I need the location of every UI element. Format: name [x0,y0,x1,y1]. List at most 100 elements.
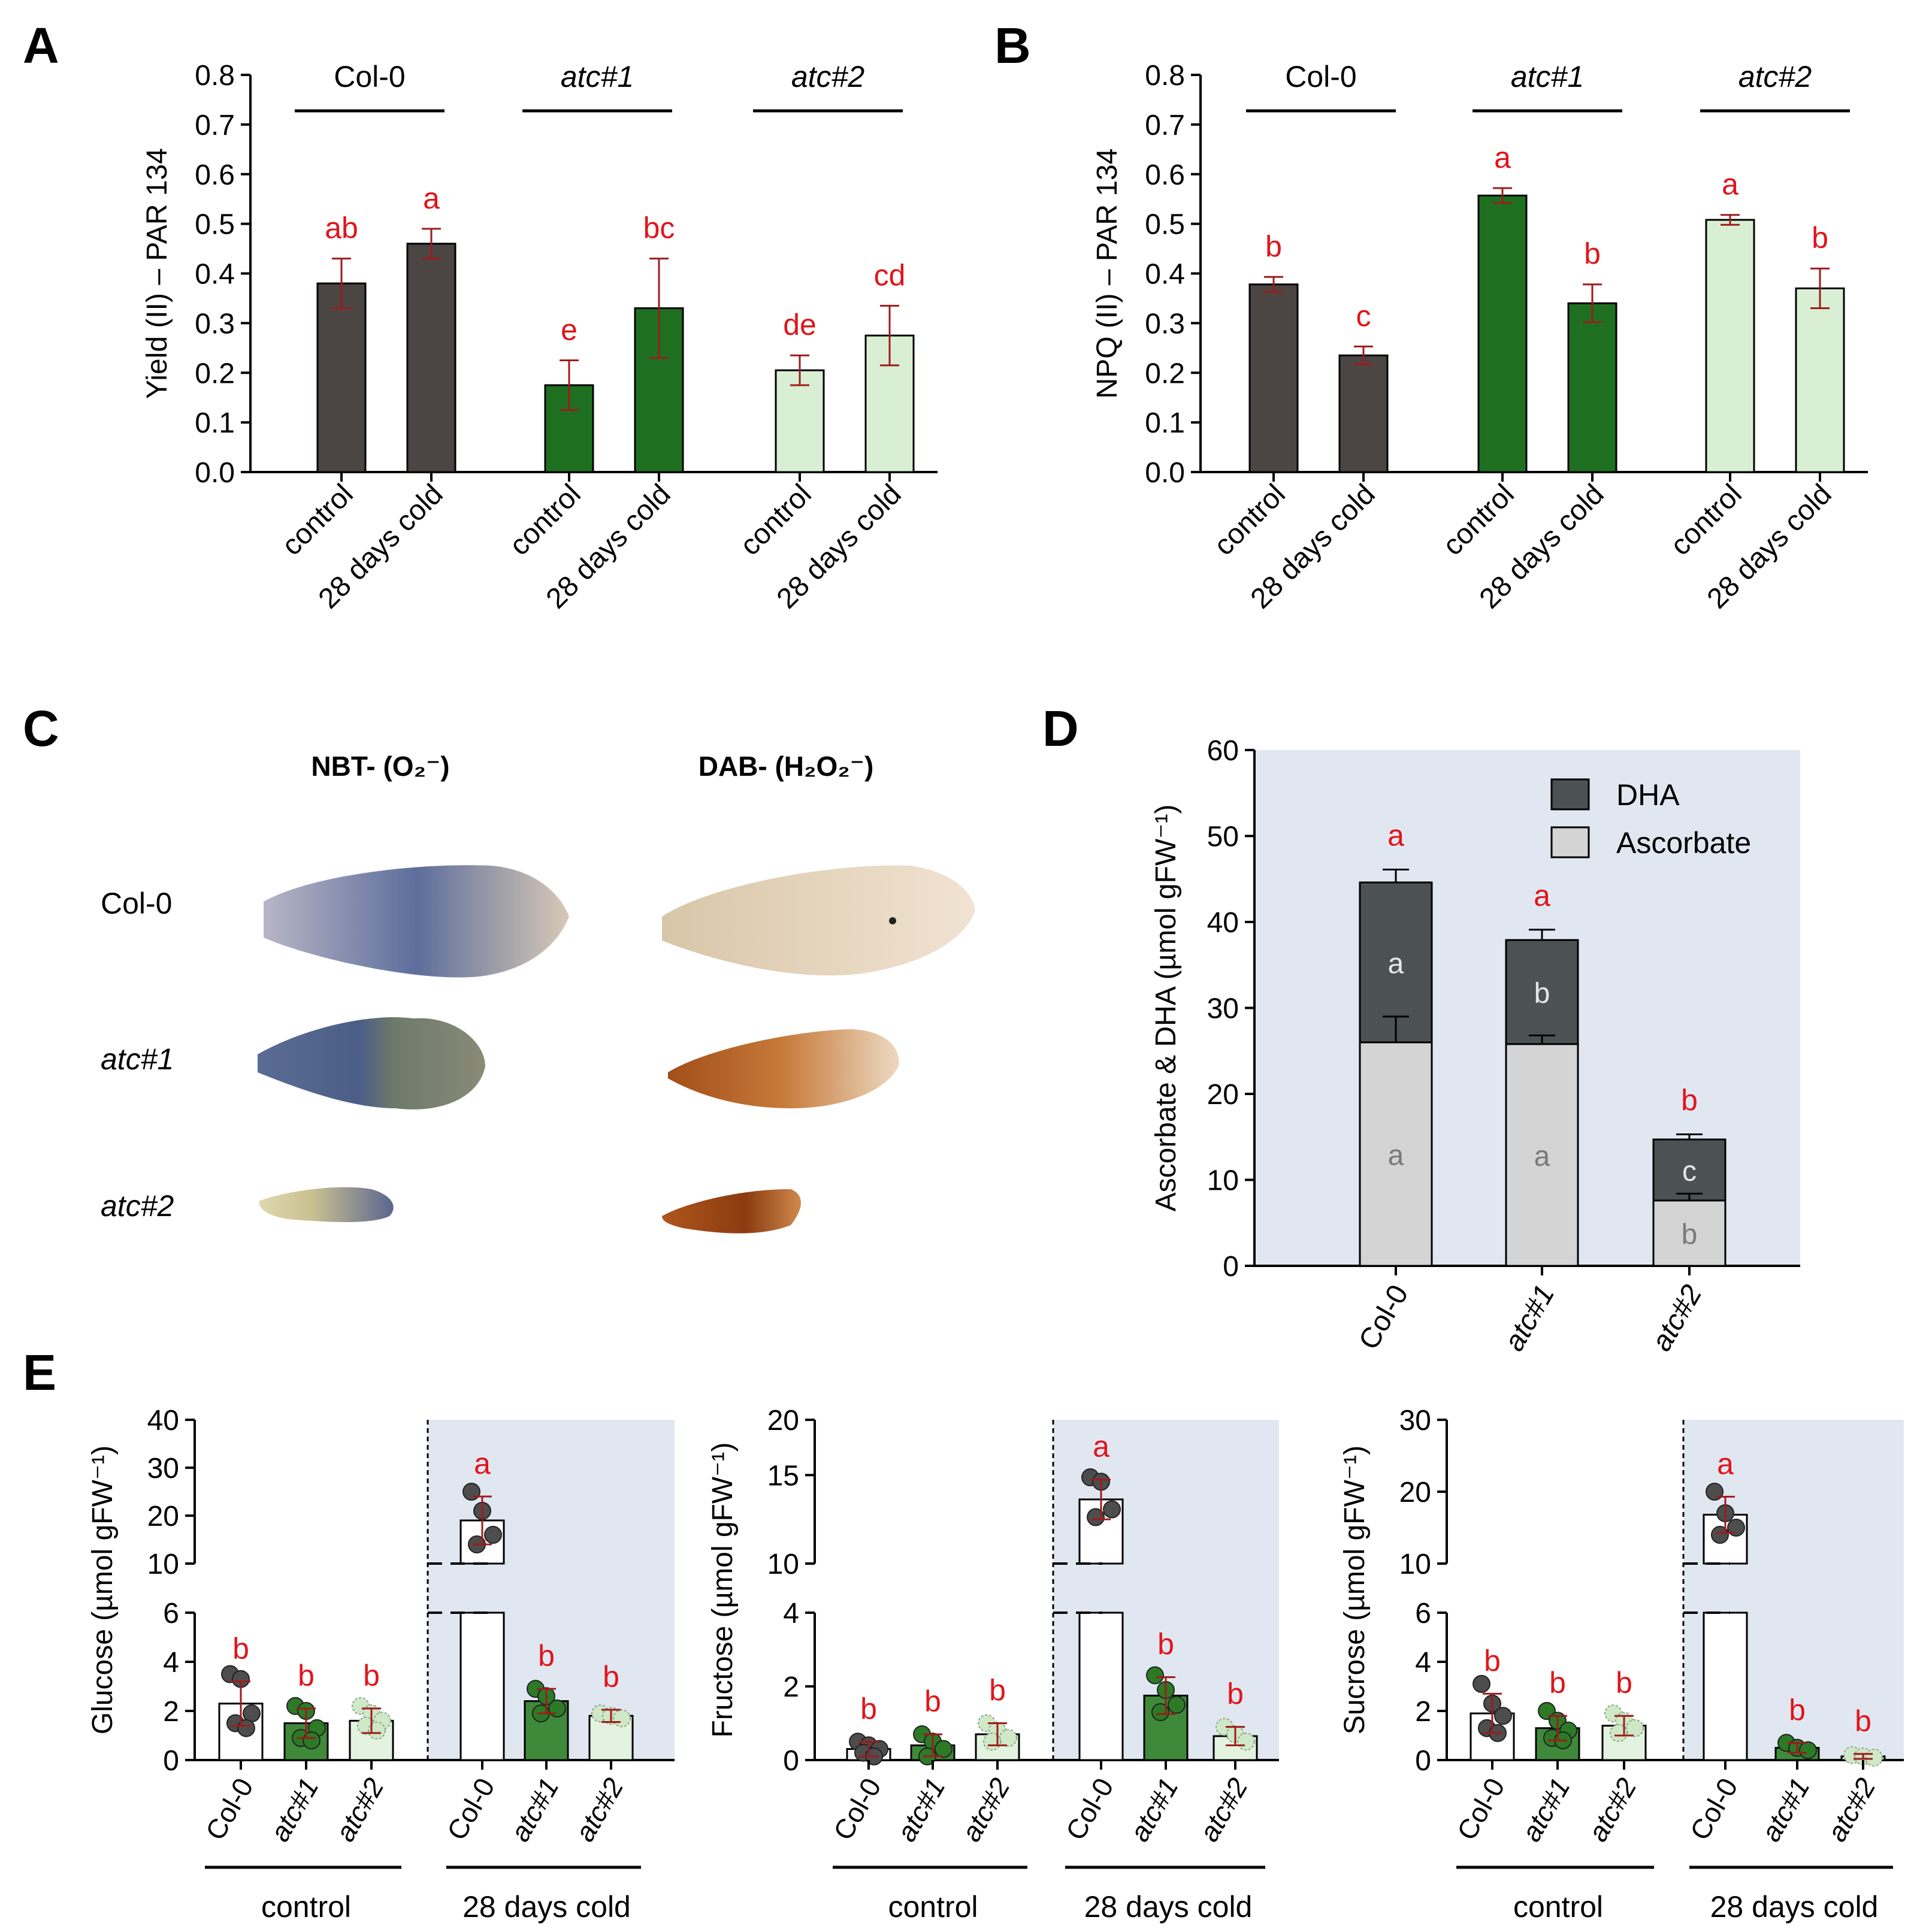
y-tick-label: 10 [1207,1165,1239,1197]
panel-e-sugar-charts: 0 2 4 6 10 20 30 40 Glucose (µmol gFW⁻¹) b Col-0 b a… [87,1405,1904,1924]
y-tick-label: 6 [163,1598,179,1629]
significance-letter: bc [643,211,675,245]
significance-letter: a [1494,141,1511,174]
significance-letter: b [1227,1677,1244,1711]
y-tick-label: 0.8 [195,60,235,92]
significance-letter: a [423,182,440,215]
significance-letter: b [1789,1693,1806,1727]
bar-lower [1703,1611,1748,1761]
x-tick-label: Col-0 [1684,1773,1744,1845]
leaf-dab-col0 [662,865,975,976]
significance-letter: b [1855,1704,1871,1738]
x-tick-label: Col-0 [441,1773,501,1845]
y-tick-label: 0.0 [195,457,235,489]
data-point [1237,1733,1255,1751]
significance-letter: ab [325,211,358,245]
x-tick-label: control [503,478,586,561]
x-tick-label: control [276,478,359,561]
legend-label-ascorbate: Ascorbate [1616,826,1751,860]
y-tick-label: 0.7 [195,110,235,141]
significance-letter: b [1484,1644,1501,1677]
x-tick-label: Col-0 [1353,1280,1414,1355]
y-tick-label: 40 [147,1405,179,1437]
significance-letter: b [1157,1628,1174,1661]
y-axis-title: Glucose (µmol gFW⁻¹) [87,1446,119,1734]
y-tick-label: 20 [147,1501,179,1532]
x-tick-label: atc#2 [329,1773,389,1846]
data-point [1103,1500,1121,1519]
y-tick-label: 0.7 [1145,110,1185,141]
dha-letter: a [1388,948,1404,979]
group-label: Col-0 [334,60,405,93]
data-point [1151,1703,1169,1722]
x-tick-label: Col-0 [199,1773,259,1845]
y-tick-label: 20 [1399,1477,1431,1508]
data-point [1799,1741,1817,1759]
y-tick-label: 2 [163,1696,179,1728]
significance-letter: b [363,1659,380,1692]
y-tick-label: 4 [783,1598,799,1629]
group-label: atc#2 [791,60,865,93]
leaf-spot [889,917,896,924]
leaf-dab-atc1 [668,1029,899,1108]
bar-lower [459,1611,505,1761]
x-tick-label: atc#1 [504,1773,564,1846]
y-tick-label: 0.4 [195,259,235,291]
ascorbate-letter: a [1388,1139,1404,1171]
significance-letter: b [989,1674,1006,1707]
x-tick-label: atc#1 [264,1773,324,1846]
data-point [1610,1724,1628,1742]
row-label-col0: Col-0 [101,887,172,920]
y-tick-label: 30 [1399,1405,1431,1437]
y-tick-label: 40 [1207,907,1239,939]
x-tick-label: atc#2 [569,1773,629,1846]
data-point [484,1526,502,1544]
bar [406,243,456,473]
panel-letter-b: B [994,17,1031,74]
bar [316,282,367,473]
significance-letter: b [1616,1666,1632,1700]
panel-c-leaf-staining: NBT- (O₂⁻) DAB- (H₂O₂⁻) Col-0 atc#1 atc#… [101,751,975,1233]
significance-letter: b [1812,221,1828,255]
data-point [303,1731,320,1750]
bar [1477,194,1528,473]
group-label: control [888,1890,978,1924]
x-tick-label: atc#2 [1582,1773,1642,1846]
data-point [548,1699,566,1718]
y-tick-label: 30 [147,1453,179,1484]
y-tick-label: 2 [783,1671,799,1703]
y-tick-label: 0.0 [1145,457,1185,489]
significance-letter: b [1549,1666,1566,1700]
significance-letter: b [298,1659,315,1692]
data-point [462,1483,480,1501]
bar [1705,219,1755,473]
significance-letter: b [603,1660,619,1694]
significance-letter: a [1722,168,1738,201]
significance-letter: de [783,308,817,341]
panel-a-yield-chart: 0.0 0.1 0.2 0.3 0.4 0.5 0.6 0.7 0.8 Yield (II) – … [141,60,938,615]
bar [1795,287,1845,473]
x-tick-label: atc#2 [1646,1280,1709,1356]
data-point [368,1721,386,1740]
y-tick-label: 15 [767,1460,799,1492]
y-axis-title: Sucrose (µmol gFW⁻¹) [1339,1446,1371,1734]
leaf-nbt-atc2 [259,1187,394,1222]
legend-swatch-dha [1550,778,1590,811]
data-point [1168,1695,1186,1714]
bar [1338,354,1389,473]
y-tick-label: 10 [767,1549,799,1580]
data-point [999,1729,1017,1747]
y-tick-label: 0 [163,1745,179,1777]
x-tick-label: atc#1 [1515,1773,1576,1846]
ascorbate-letter: b [1682,1219,1698,1250]
group-label: 28 days cold [1710,1890,1879,1924]
group-label: atc#1 [1511,60,1584,93]
x-tick-label: control [1208,478,1291,561]
data-point [935,1740,953,1758]
y-tick-label: 0.2 [1145,358,1185,389]
x-tick-label: control [734,478,817,561]
y-tick-label: 0.5 [1145,209,1185,241]
y-tick-label: 0.1 [195,407,235,439]
significance-letter: a [1093,1430,1109,1464]
